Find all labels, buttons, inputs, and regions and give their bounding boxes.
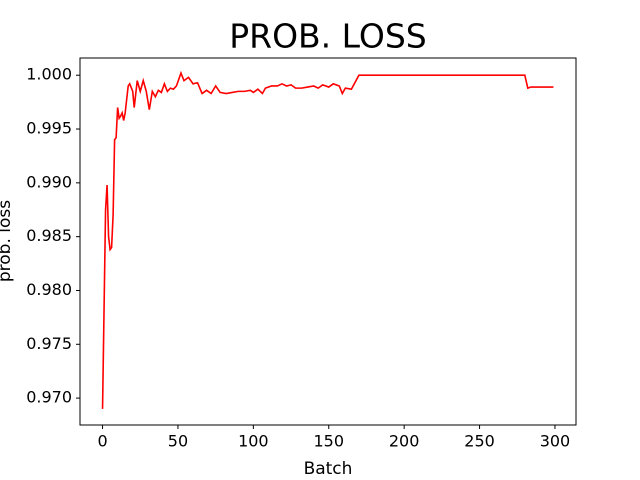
x-tick-label: 100: [238, 432, 269, 451]
x-tick-label: 300: [540, 432, 571, 451]
x-tick-label: 200: [389, 432, 420, 451]
y-tick-label: 0.980: [26, 280, 72, 299]
y-tick-label: 0.985: [26, 226, 72, 245]
data-line: [101, 70, 554, 409]
x-tick-label: 250: [464, 432, 495, 451]
y-axis-label: prob. loss: [0, 200, 15, 282]
x-tick-label: 150: [313, 432, 344, 451]
x-tick-label: 50: [168, 432, 188, 451]
y-tick-label: 0.990: [26, 172, 72, 191]
x-axis-label: Batch: [304, 459, 353, 479]
y-tick-label: 1.000: [26, 65, 72, 84]
y-tick-label: 0.995: [26, 119, 72, 138]
x-tick-label: 0: [97, 432, 107, 451]
y-tick-label: 0.975: [26, 334, 72, 353]
plot-area: [79, 57, 577, 426]
chart-title: PROB. LOSS: [229, 17, 427, 56]
y-tick-label: 0.970: [26, 388, 72, 407]
